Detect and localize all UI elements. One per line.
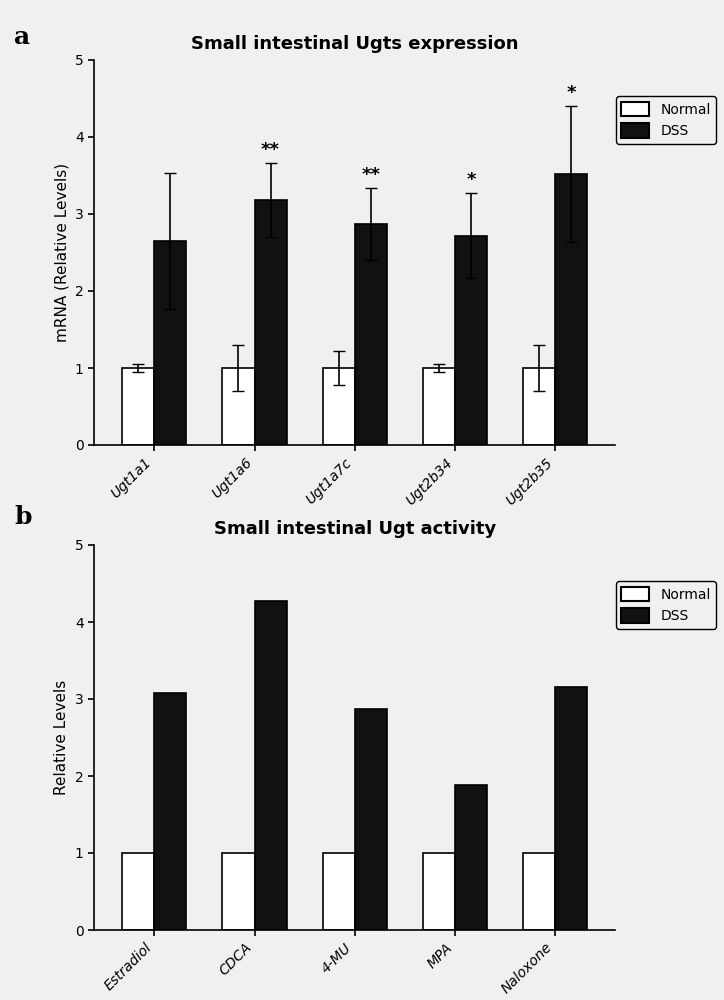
- Y-axis label: Relative Levels: Relative Levels: [54, 680, 70, 795]
- Text: **: **: [261, 141, 280, 159]
- Bar: [323, 368, 355, 445]
- Text: b: b: [14, 505, 32, 529]
- Bar: [523, 368, 555, 445]
- Title: Small intestinal Ugts expression: Small intestinal Ugts expression: [191, 35, 518, 53]
- Bar: [154, 241, 186, 445]
- Bar: [423, 853, 455, 930]
- Bar: [222, 853, 255, 930]
- Y-axis label: mRNA (Relative Levels): mRNA (Relative Levels): [54, 163, 70, 342]
- Bar: [122, 853, 154, 930]
- Bar: [555, 687, 587, 930]
- Text: *: *: [567, 84, 576, 102]
- Bar: [555, 174, 587, 445]
- Text: *: *: [466, 171, 476, 189]
- Bar: [255, 601, 287, 930]
- Bar: [222, 368, 255, 445]
- Bar: [423, 368, 455, 445]
- Bar: [154, 693, 186, 930]
- Text: a: a: [14, 25, 30, 49]
- Legend: Normal, DSS: Normal, DSS: [616, 581, 716, 629]
- Bar: [122, 368, 154, 445]
- Bar: [255, 200, 287, 445]
- Title: Small intestinal Ugt activity: Small intestinal Ugt activity: [214, 520, 496, 538]
- Bar: [323, 853, 355, 930]
- Bar: [455, 236, 487, 445]
- Bar: [355, 224, 387, 445]
- Bar: [455, 785, 487, 930]
- Legend: Normal, DSS: Normal, DSS: [616, 96, 716, 144]
- Bar: [523, 853, 555, 930]
- Bar: [355, 709, 387, 930]
- Text: **: **: [361, 166, 380, 184]
